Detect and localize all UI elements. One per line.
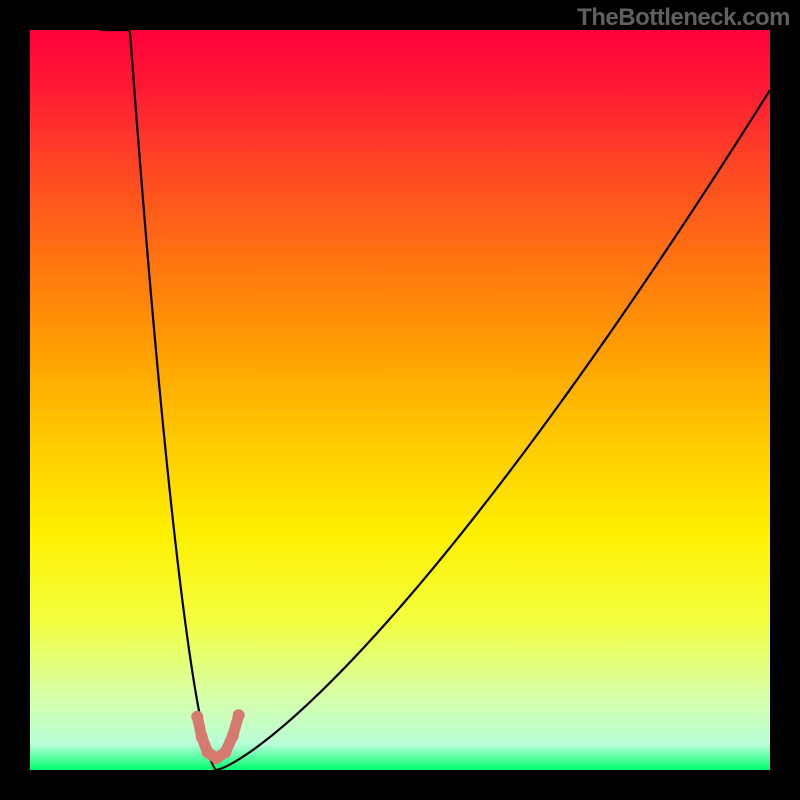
valley-marker-dot bbox=[191, 711, 203, 723]
watermark-text: TheBottleneck.com bbox=[577, 4, 790, 32]
valley-marker-dot bbox=[196, 731, 208, 743]
chart-svg bbox=[0, 0, 800, 800]
valley-marker-dot bbox=[227, 730, 239, 742]
valley-marker-dot bbox=[233, 709, 245, 721]
valley-marker-dot bbox=[219, 746, 231, 758]
chart-frame: TheBottleneck.com bbox=[0, 0, 800, 800]
